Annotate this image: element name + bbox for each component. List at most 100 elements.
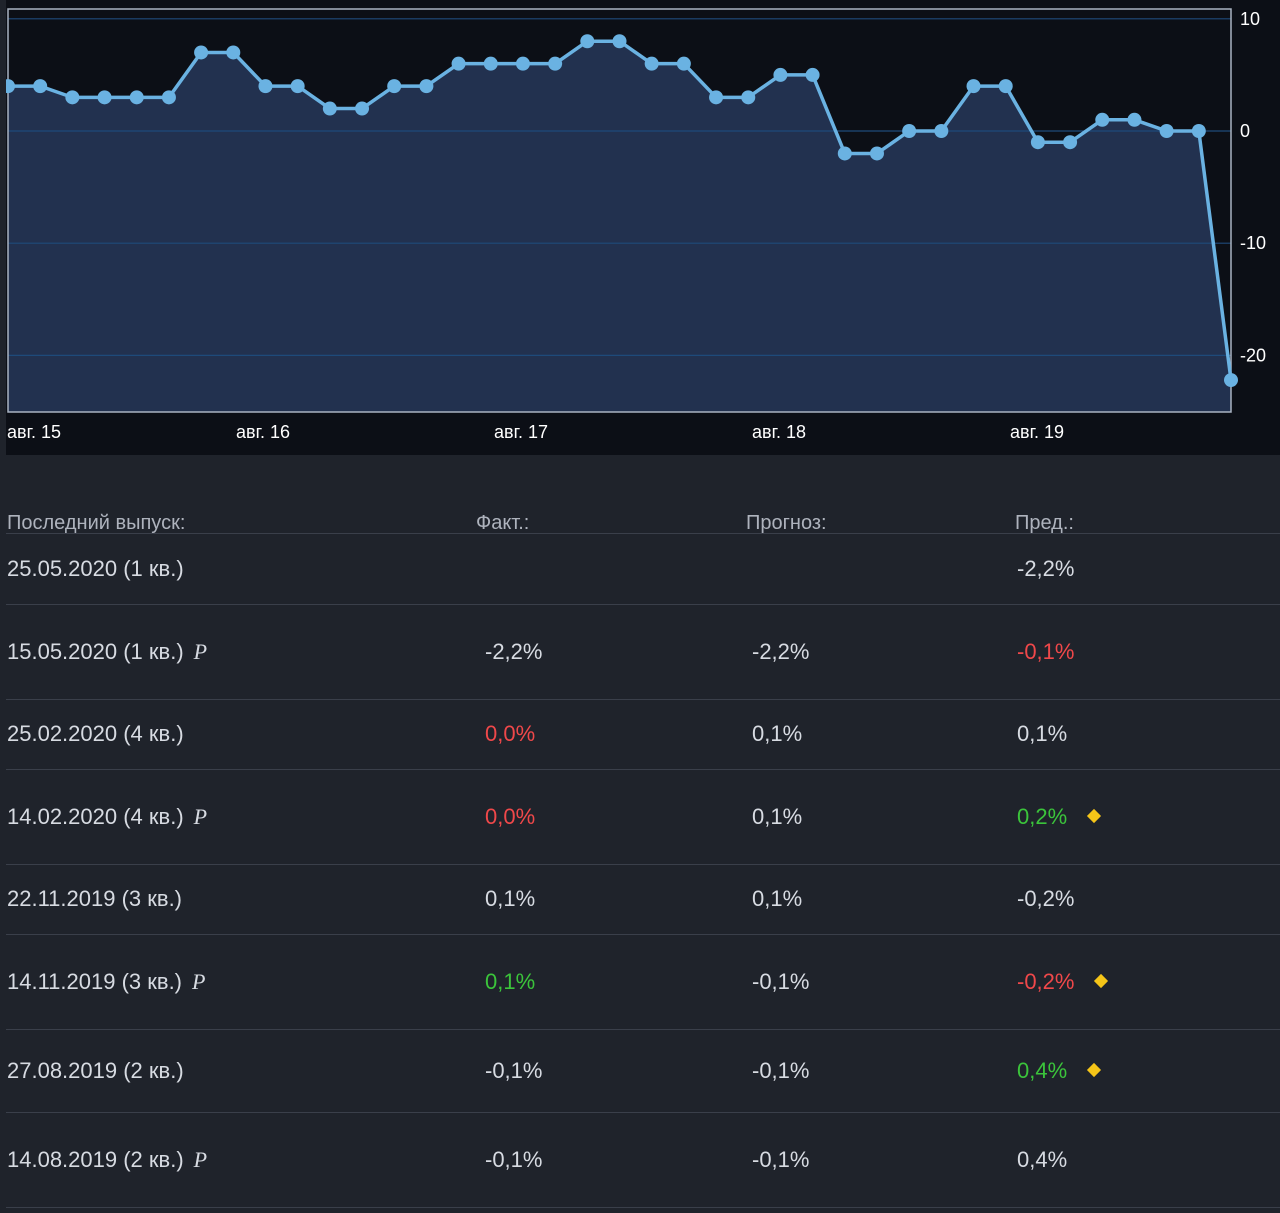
data-point: [226, 45, 241, 60]
previous-value: 0,1%: [1017, 721, 1067, 747]
data-point: [741, 90, 756, 105]
data-point: [1159, 124, 1174, 138]
data-point: [97, 90, 112, 105]
table-row[interactable]: 25.02.2020 (4 кв.) 0,0% 0,1% 0,1%: [6, 699, 1280, 770]
plot-frame: [7, 8, 1232, 413]
release-date-text: 14.11.2019 (3 кв.): [7, 968, 183, 994]
data-point: [805, 67, 820, 82]
data-point: [580, 34, 595, 49]
preliminary-p-icon: P: [193, 638, 208, 664]
data-point: [483, 56, 498, 71]
forecast-value: -0,1%: [752, 1146, 810, 1172]
release-date: 27.08.2019 (2 кв.): [7, 1058, 184, 1084]
data-point: [644, 56, 659, 71]
data-point: [548, 56, 563, 71]
data-point: [1127, 112, 1142, 127]
table-row[interactable]: 14.11.2019 (3 кв.) P 0,1% -0,1% -0,2%: [6, 934, 1280, 1030]
data-point: [515, 56, 530, 71]
header-last-release: Последний выпуск:: [7, 512, 186, 534]
preliminary-p-icon: P: [193, 1146, 208, 1172]
x-tick-label: авг. 15: [7, 422, 61, 442]
line-chart: 10 0 -10 -20 авг. 15 авг. 16 авг. 17 авг. 18 авг…: [6, 8, 1266, 442]
header-previous: Пред.:: [1015, 512, 1074, 534]
previous-value-text: 0,2%: [1017, 803, 1068, 829]
data-point: [998, 79, 1013, 94]
data-point: [258, 79, 273, 94]
previous-value-text: 0,4%: [1017, 1146, 1068, 1172]
data-point: [1191, 124, 1206, 138]
table-row[interactable]: 25.05.2020 (1 кв.) -2,2%: [6, 534, 1280, 605]
forecast-value: 0,1%: [752, 803, 803, 829]
actual-value: 0,1%: [485, 968, 536, 994]
release-date: 14.02.2020 (4 кв.) P: [7, 804, 207, 830]
table-row[interactable]: 22.11.2019 (3 кв.) 0,1% 0,1% -0,2%: [6, 864, 1280, 935]
header-fact: Факт.:: [476, 512, 530, 534]
data-point: [290, 79, 305, 94]
data-point: [1224, 373, 1238, 388]
revised-diamond-icon: [1094, 973, 1109, 988]
release-date-text: 25.02.2020 (4 кв.): [7, 721, 184, 746]
release-date: 22.11.2019 (3 кв.): [7, 886, 182, 912]
data-point: [355, 101, 370, 116]
data-point: [33, 79, 48, 94]
release-date-text: 14.08.2019 (2 кв.): [7, 1146, 184, 1172]
data-point: [966, 79, 981, 94]
previous-value: 0,4%: [1017, 1057, 1102, 1084]
forecast-value: -0,1%: [752, 968, 810, 994]
actual-value: 0,0%: [485, 803, 536, 829]
data-point: [676, 56, 691, 71]
actual-value: -0,1%: [485, 1146, 543, 1172]
previous-value-text: 0,1%: [1017, 721, 1068, 746]
data-point: [161, 90, 176, 105]
release-date: 14.11.2019 (3 кв.) P: [7, 969, 205, 995]
data-point: [1095, 112, 1110, 127]
table-row[interactable]: 15.05.2020 (1 кв.) P -2,2% -2,2% -0,1%: [6, 604, 1280, 700]
forecast-value: 0,1%: [752, 721, 803, 746]
data-point: [934, 124, 949, 138]
series-area: [8, 41, 1231, 413]
previous-value-text: -0,1%: [1017, 638, 1075, 664]
data-point: [837, 146, 852, 161]
previous-value: -2,2%: [1017, 556, 1074, 582]
data-point: [129, 90, 144, 105]
y-tick-label: -10: [1240, 233, 1266, 253]
data-point: [65, 90, 80, 105]
table-row[interactable]: 14.08.2019 (2 кв.) P -0,1% -0,1% 0,4%: [6, 1112, 1280, 1208]
data-point: [194, 45, 209, 60]
x-tick-label: авг. 18: [752, 422, 806, 442]
previous-value: -0,1%: [1017, 639, 1074, 665]
release-date: 25.02.2020 (4 кв.): [7, 721, 184, 747]
actual-value: 0,1%: [485, 886, 536, 911]
revised-diamond-icon: [1087, 808, 1102, 823]
table-row[interactable]: 27.08.2019 (2 кв.) -0,1% -0,1% 0,4%: [6, 1029, 1280, 1113]
data-point: [709, 90, 724, 105]
actual-value: -2,2%: [485, 638, 543, 664]
previous-value-text: -0,2%: [1017, 968, 1075, 994]
data-point: [1063, 135, 1078, 150]
forecast-value: -2,2%: [752, 638, 810, 664]
release-date-text: 25.05.2020 (1 кв.): [7, 556, 184, 581]
release-date: 14.08.2019 (2 кв.) P: [7, 1147, 207, 1173]
x-tick-label: авг. 16: [236, 422, 290, 442]
previous-value-text: 0,4%: [1017, 1057, 1068, 1083]
previous-value-text: -2,2%: [1017, 556, 1075, 581]
previous-value-text: -0,2%: [1017, 886, 1075, 911]
previous-value: 0,2%: [1017, 803, 1102, 830]
release-date-text: 22.11.2019 (3 кв.): [7, 886, 183, 911]
forecast-value: 0,1%: [752, 886, 803, 911]
previous-value: -0,2%: [1017, 968, 1109, 995]
release-date: 25.05.2020 (1 кв.): [7, 556, 184, 582]
actual-value: -0,1%: [485, 1057, 543, 1083]
y-tick-label: 0: [1240, 121, 1250, 141]
previous-value: 0,4%: [1017, 1147, 1067, 1173]
revised-diamond-icon: [1087, 1062, 1102, 1077]
forecast-value: -0,1%: [752, 1057, 810, 1083]
actual-value: 0,0%: [485, 721, 536, 746]
preliminary-p-icon: P: [192, 968, 206, 994]
data-point: [773, 67, 788, 82]
previous-value: -0,2%: [1017, 886, 1074, 912]
data-point: [1030, 135, 1045, 150]
y-tick-label: -20: [1240, 345, 1266, 365]
data-point: [902, 124, 917, 138]
table-row[interactable]: 14.02.2020 (4 кв.) P 0,0% 0,1% 0,2%: [6, 769, 1280, 865]
